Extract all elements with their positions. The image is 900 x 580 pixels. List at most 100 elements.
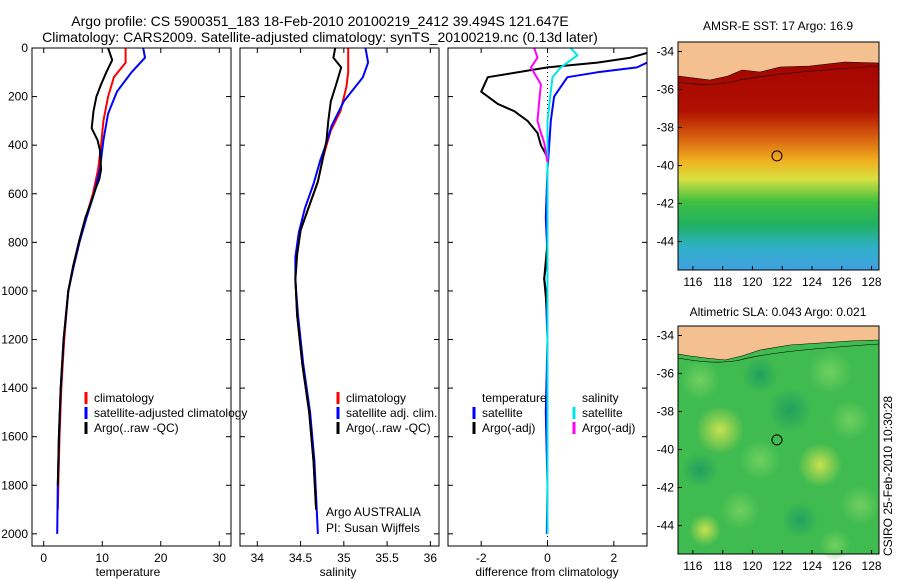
x-tick-label: 36 <box>424 551 438 565</box>
series-line-3 <box>56 48 114 486</box>
salinity-legend: climatology satellite adj. clim. Argo(..… <box>336 391 437 435</box>
y-tick-label: 600 <box>8 187 28 201</box>
y-tick-label: 1800 <box>1 478 28 492</box>
y-tick-label: 200 <box>8 90 28 104</box>
map-y-tick-label: -34 <box>657 45 675 59</box>
map-x-tick-label: 126 <box>832 559 852 573</box>
map-x-tick-label: 122 <box>772 275 792 289</box>
map-x-tick-label: 120 <box>742 275 762 289</box>
map-x-tick-label: 126 <box>832 275 852 289</box>
sla-argo-marker <box>771 434 783 446</box>
sla-texture-blob <box>689 514 721 546</box>
x-tick-label: 20 <box>154 551 168 565</box>
y-tick-label: 1200 <box>1 333 28 347</box>
series-line-1 <box>56 48 127 510</box>
sla-texture-blob <box>830 400 870 440</box>
sst-argo-marker <box>771 150 783 162</box>
map-x-tick-label: 116 <box>683 275 702 289</box>
sst-map-title: AMSR-E SST: 17 Argo: 16.9 <box>703 19 853 33</box>
sla-texture-blob <box>720 490 760 530</box>
x-tick-label: 10 <box>96 551 110 565</box>
series-line-2 <box>56 48 146 534</box>
temperature-panel: 0 10 20 30 0 200 400 600 800 1000 1200 1400 1600 1800… <box>1 41 247 579</box>
legend-label-argo: Argo(..raw -QC) <box>94 421 179 435</box>
map-x-tick-label: 120 <box>742 559 762 573</box>
legend-label-argo: Argo(..raw -QC) <box>346 421 431 435</box>
sla-map-title: Altimetric SLA: 0.043 Argo: 0.021 <box>690 305 867 319</box>
map-x-tick-label: 128 <box>862 275 882 289</box>
difference-legend: temperature satellite Argo(-adj) salinit… <box>472 391 635 435</box>
temperature-axes-box <box>31 47 232 547</box>
legend-label-satellite: satellite-adjusted climatology <box>94 406 247 420</box>
y-tick-label: 1400 <box>1 381 28 395</box>
x-tick-label: 34.5 <box>289 551 313 565</box>
map-y-tick-label: -36 <box>657 367 675 381</box>
legend-label-sal-argo: Argo(-adj) <box>582 421 635 435</box>
y-tick-label: 400 <box>8 138 28 152</box>
sla-texture-blob <box>798 443 842 487</box>
salinity-xlabel: salinity <box>320 565 357 579</box>
sla-texture-blob <box>819 529 851 561</box>
map-y-tick-label: -44 <box>657 235 675 249</box>
sla-texture-blob <box>740 440 780 480</box>
map-x-tick-label: 122 <box>772 559 792 573</box>
x-tick-label: -2 <box>476 551 487 565</box>
annotation-pi: PI: Susan Wijffels <box>326 521 420 535</box>
sla-texture-blob <box>696 406 744 454</box>
sla-axes-box <box>677 325 880 555</box>
y-tick-label: 1600 <box>1 430 28 444</box>
legend-title-temperature: temperature <box>482 391 547 405</box>
map-y-tick-label: -40 <box>657 159 675 173</box>
temperature-xlabel: temperature <box>96 565 161 579</box>
x-tick-label: 0 <box>40 551 47 565</box>
series-line-1 <box>543 61 647 534</box>
legend-label-satellite: satellite adj. clim. <box>346 406 437 420</box>
x-tick-label: 30 <box>213 551 227 565</box>
map-x-tick-label: 116 <box>683 559 702 573</box>
map-y-tick-label: -42 <box>657 481 675 495</box>
annotation-argo-australia: Argo AUSTRALIA <box>326 505 421 519</box>
map-y-tick-label: -44 <box>657 519 675 533</box>
sst-contour <box>677 65 880 85</box>
legend-label-temp-satellite: satellite <box>482 406 523 420</box>
series-line-1 <box>294 48 350 510</box>
x-tick-label: 2 <box>610 551 617 565</box>
legend-label-sal-satellite: satellite <box>582 406 623 420</box>
salinity-panel: 34 34.5 35 35.5 36 salinity climatology sate… <box>239 47 440 579</box>
series-line-3 <box>294 48 343 510</box>
temperature-legend: climatology satellite-adjusted climatolo… <box>84 391 247 435</box>
x-tick-label: 0 <box>544 551 551 565</box>
sla-texture-blob <box>742 357 778 393</box>
difference-panel: -2 0 2 difference from climatology tempera… <box>447 47 648 579</box>
map-y-tick-label: -42 <box>657 197 675 211</box>
y-tick-label: 2000 <box>1 527 28 541</box>
series-line-4 <box>529 48 549 163</box>
salinity-axes-box <box>239 47 440 547</box>
map-x-tick-label: 124 <box>802 275 822 289</box>
sla-texture-blob <box>782 502 818 538</box>
x-tick-label: 35 <box>337 551 351 565</box>
legend-label-climatology: climatology <box>346 391 406 405</box>
y-tick-label: 1000 <box>1 284 28 298</box>
legend-label-climatology: climatology <box>94 391 154 405</box>
difference-xlabel: difference from climatology <box>475 565 618 579</box>
map-x-tick-label: 128 <box>862 559 882 573</box>
y-tick-label: 0 <box>21 41 28 55</box>
map-y-tick-label: -38 <box>657 405 675 419</box>
x-tick-label: 35.5 <box>375 551 399 565</box>
map-y-tick-label: -36 <box>657 83 675 97</box>
legend-title-salinity: salinity <box>582 391 619 405</box>
sla-texture-blob <box>840 485 880 525</box>
map-x-tick-label: 124 <box>802 559 822 573</box>
map-x-tick-label: 118 <box>713 559 732 573</box>
figure-title-line-2: Climatology: CARS2009. Satellite-adjuste… <box>42 29 598 45</box>
sst-field <box>678 42 879 270</box>
sla-contour <box>677 343 880 363</box>
series-line-2 <box>480 51 647 316</box>
map-x-tick-label: 118 <box>713 275 732 289</box>
series-line-2 <box>294 48 370 534</box>
sla-texture-blob <box>680 360 720 400</box>
credit-text: CSIRO 25-Feb-2010 10:30:28 <box>881 396 895 556</box>
x-tick-label: 34 <box>251 551 265 565</box>
sla-texture-blob <box>808 350 852 394</box>
